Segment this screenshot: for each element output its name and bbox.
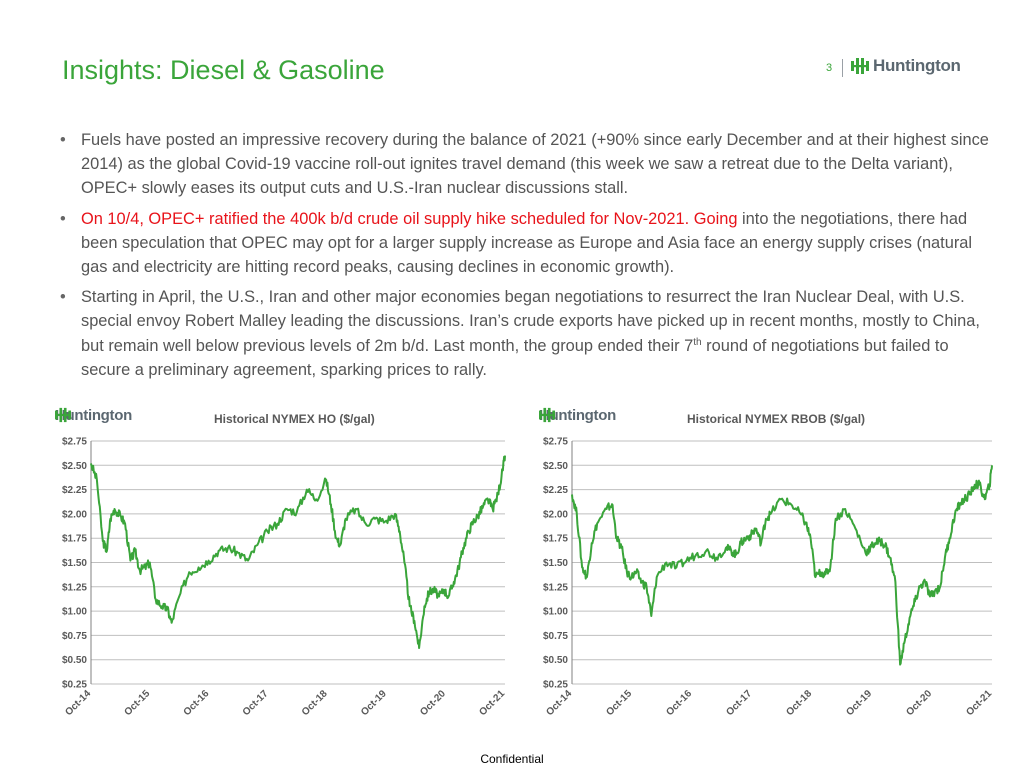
y-tick-label: $2.25 — [543, 485, 568, 496]
y-tick-label: $0.75 — [543, 631, 568, 642]
bullet-iran-deal-text: Starting in April, the U.S., Iran and ot… — [81, 288, 980, 355]
y-tick-label: $1.00 — [62, 607, 87, 618]
header-divider — [842, 59, 843, 77]
x-tick-label: Oct-21 — [964, 688, 994, 718]
bullet-iran-deal-sup: th — [693, 336, 702, 348]
chart-rbob-plot: $2.75 $2.50 $2.25 $2.00 $1.75 $1.50 $1.25 $1.00… — [543, 437, 994, 719]
y-tick-label: $0.25 — [62, 680, 87, 691]
y-tick-label: $1.75 — [543, 534, 568, 545]
huntington-logo: Huntington — [851, 56, 961, 76]
x-tick-label: Oct-14 — [63, 688, 93, 718]
chart-ho: Huntington Historical NYMEX HO ($/gal) $… — [47, 400, 517, 725]
x-tick-label: Oct-15 — [604, 688, 634, 718]
x-tick-label: Oct-21 — [477, 688, 507, 718]
series-line — [90, 455, 506, 649]
bullet-fuel-recovery: Fuels have posted an impressive recovery… — [60, 128, 992, 201]
bullet-iran-deal-text-after: round of negotiations but failed to secu… — [81, 336, 949, 379]
bullet-iran-deal: Starting in April, the U.S., Iran and ot… — [60, 285, 992, 382]
y-tick-label: $2.00 — [543, 509, 568, 520]
y-tick-label: $1.50 — [543, 558, 568, 569]
y-tick-label: $1.00 — [543, 607, 568, 618]
y-tick-label: $1.75 — [62, 534, 87, 545]
chart-rbob-title: Historical NYMEX RBOB ($/gal) — [687, 412, 866, 426]
x-tick-label: Oct-16 — [182, 688, 212, 718]
x-tick-label: Oct-20 — [904, 688, 934, 718]
huntington-logo-text: Huntington — [873, 56, 961, 75]
chart-ho-title: Historical NYMEX HO ($/gal) — [214, 412, 375, 426]
y-tick-label: $1.25 — [543, 582, 568, 593]
page-number: 3 — [826, 62, 833, 74]
y-tick-label: $2.75 — [62, 437, 87, 448]
y-tick-label: $2.50 — [62, 461, 87, 472]
bullet-opec-supply-highlight: On 10/4, OPEC+ ratified the 400k b/d cru… — [81, 209, 738, 228]
x-tick-label: Oct-20 — [418, 688, 448, 718]
x-tick-label: Oct-18 — [300, 688, 330, 718]
x-tick-label: Oct-15 — [122, 688, 152, 718]
x-tick-label: Oct-16 — [664, 688, 694, 718]
slide-title: Insights: Diesel & Gasoline — [62, 55, 385, 85]
chart-rbob-logo-text: Huntington — [539, 407, 616, 424]
y-tick-label: $2.75 — [543, 437, 568, 448]
chart-ho-plot: $2.75 $2.50 $2.25 $2.00 $1.75 $1.50 $1.25 $1.00… — [62, 437, 507, 719]
x-tick-label: Oct-17 — [241, 688, 271, 718]
x-tick-label: Oct-19 — [359, 688, 389, 718]
chart-rbob: Huntington Historical NYMEX RBOB ($/gal)… — [531, 400, 1003, 725]
y-tick-label: $0.50 — [543, 655, 568, 666]
y-tick-label: $0.75 — [62, 631, 87, 642]
y-tick-label: $0.25 — [543, 680, 568, 691]
series-line — [571, 465, 993, 666]
y-tick-label: $2.50 — [543, 461, 568, 472]
y-tick-label: $2.25 — [62, 485, 87, 496]
chart-ho-logo-text: Huntington — [55, 407, 132, 424]
y-tick-label: $0.50 — [62, 655, 87, 666]
huntington-logo-icon — [851, 58, 869, 74]
bullet-opec-supply-text: into the negotiations, there had been sp… — [81, 209, 973, 277]
chart-rbob-logo: Huntington — [539, 407, 616, 424]
huntington-logo-icon — [55, 407, 71, 423]
y-tick-label: $1.25 — [62, 582, 87, 593]
insight-bullets: Fuels have posted an impressive recovery… — [60, 128, 992, 388]
x-tick-label: Oct-19 — [844, 688, 874, 718]
bullet-opec-supply: On 10/4, OPEC+ ratified the 400k b/d cru… — [60, 207, 992, 280]
footer-confidential: Confidential — [480, 752, 544, 766]
x-tick-label: Oct-18 — [784, 688, 814, 718]
y-tick-label: $2.00 — [62, 509, 87, 520]
chart-ho-logo: Huntington — [55, 407, 132, 424]
huntington-logo-icon — [539, 407, 555, 423]
bullet-fuel-recovery-text: Fuels have posted an impressive recovery… — [81, 131, 989, 198]
x-tick-label: Oct-14 — [544, 688, 574, 718]
y-tick-label: $1.50 — [62, 558, 87, 569]
x-tick-label: Oct-17 — [724, 688, 754, 718]
